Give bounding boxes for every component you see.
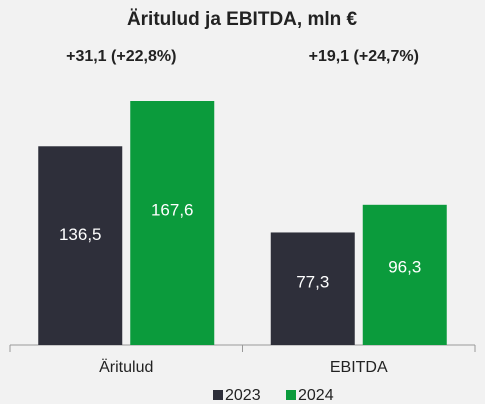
legend-swatch: [286, 390, 296, 400]
bar: [270, 232, 355, 345]
value-label: 167,6: [151, 200, 194, 219]
legend-swatch: [213, 390, 223, 400]
annotation: +31,1 (+22,8%): [66, 48, 176, 65]
x-tick-label: EBITDA: [330, 359, 388, 376]
value-label: 96,3: [388, 257, 421, 276]
x-tick-label: Äritulud: [99, 358, 153, 376]
bar: [130, 101, 215, 345]
legend-label: 2024: [298, 387, 334, 404]
legend-label: 2023: [225, 387, 261, 404]
bar: [362, 204, 447, 345]
annotation: +19,1 (+24,7%): [309, 48, 419, 65]
value-label: 136,5: [59, 225, 102, 244]
chart-title: Äritulud ja EBITDA, mln €: [127, 9, 358, 30]
value-label: 77,3: [296, 273, 329, 292]
bar: [38, 146, 123, 345]
